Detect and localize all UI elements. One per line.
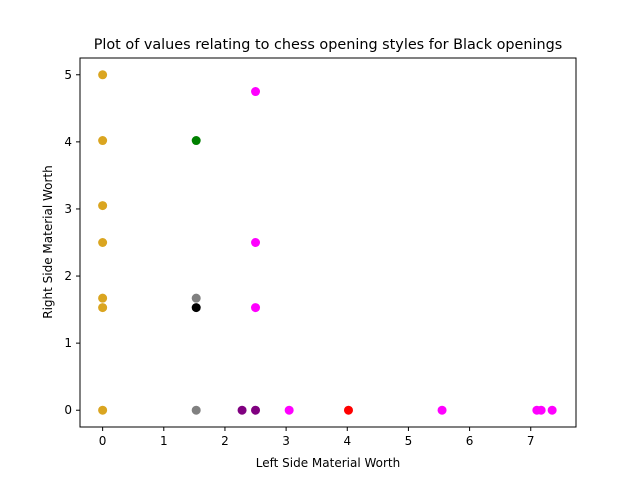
y-axis-ticks: 0 1 2 3 4 5 (64, 68, 80, 417)
scatter-point-11 (251, 87, 261, 97)
scatter-point-18 (437, 405, 447, 415)
scatter-point-1 (98, 136, 108, 146)
x-axis-ticks: 0 1 2 3 4 5 6 7 (99, 427, 535, 448)
scatter-point-17 (343, 405, 353, 415)
points-layer (98, 70, 557, 415)
x-tick-label-2: 2 (221, 434, 229, 448)
x-tick-label-6: 6 (466, 434, 474, 448)
scatter-point-21 (547, 405, 557, 415)
x-tick-label-4: 4 (343, 434, 351, 448)
y-tick-label-0: 0 (64, 403, 72, 417)
y-axis-label: Right Side Material Worth (41, 165, 55, 319)
scatter-point-10 (191, 405, 201, 415)
scatter-point-9 (191, 303, 201, 313)
scatter-point-6 (98, 405, 108, 415)
scatter-point-14 (237, 405, 247, 415)
scatter-point-3 (98, 238, 108, 247)
chart-title: Plot of values relating to chess opening… (94, 37, 563, 53)
scatter-point-7 (191, 136, 201, 146)
scatter-point-15 (251, 405, 261, 415)
scatter-point-5 (98, 303, 108, 313)
y-tick-label-1: 1 (64, 336, 72, 350)
x-tick-label-7: 7 (527, 434, 535, 448)
scatter-point-12 (251, 238, 261, 247)
plot-frame (79, 57, 577, 428)
x-tick-label-3: 3 (282, 434, 290, 448)
scatter-point-2 (98, 201, 108, 211)
y-tick-label-2: 2 (64, 269, 72, 283)
scatter-point-4 (98, 293, 108, 303)
plot-area (80, 58, 576, 427)
y-tick-label-3: 3 (64, 202, 72, 216)
y-tick-label-5: 5 (64, 68, 72, 82)
x-axis-label: Left Side Material Worth (256, 456, 400, 470)
scatter-point-0 (98, 70, 108, 80)
x-tick-label-5: 5 (405, 434, 413, 448)
scatter-point-8 (191, 293, 201, 303)
x-tick-label-0: 0 (99, 434, 107, 448)
scatter-point-16 (284, 405, 294, 415)
y-tick-label-4: 4 (64, 135, 72, 149)
scatter-point-13 (251, 303, 261, 313)
x-tick-label-1: 1 (160, 434, 168, 448)
scatter-point-20 (536, 405, 546, 415)
